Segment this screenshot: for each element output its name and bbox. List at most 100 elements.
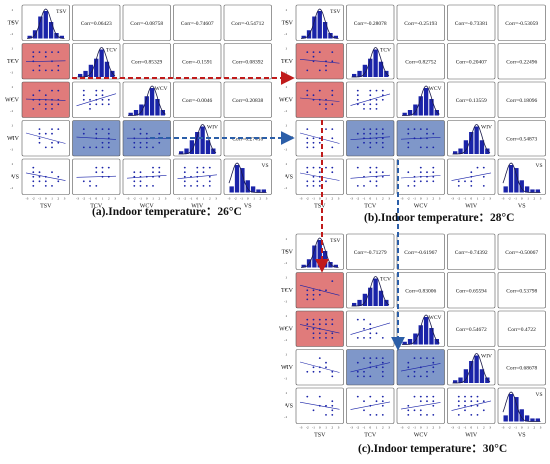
cell-tcv-vs: Corr=0.08392 xyxy=(224,44,272,80)
scatter-point xyxy=(483,176,485,178)
scatter-point xyxy=(414,371,416,373)
scatter-point xyxy=(102,147,104,149)
y-tick-label: 0 xyxy=(285,20,287,24)
histogram-bar xyxy=(235,165,239,193)
scatter-point xyxy=(306,167,308,169)
histogram-bar xyxy=(230,186,234,192)
scatter-point xyxy=(184,185,186,187)
x-tick-label: 2 xyxy=(382,426,384,430)
scatter-point xyxy=(331,400,333,402)
cell-wiv-wcv xyxy=(123,121,171,157)
x-tick-label: 1 xyxy=(477,426,479,430)
scatter-point xyxy=(357,133,359,135)
histogram-bar xyxy=(256,189,260,192)
scatter-point xyxy=(458,180,460,182)
scatter-point xyxy=(319,70,321,72)
scatter-point xyxy=(51,147,53,149)
scatter-point xyxy=(95,133,97,135)
scatter-point xyxy=(57,65,59,67)
scatter-point xyxy=(152,167,154,169)
scatter-point xyxy=(369,133,371,135)
scatter-point xyxy=(83,180,85,182)
scatter-point xyxy=(133,185,135,187)
scatter-point xyxy=(407,185,409,187)
scatter-point xyxy=(407,362,409,364)
scatter-point xyxy=(376,357,378,359)
scatter-point xyxy=(32,176,34,178)
scatter-point xyxy=(464,409,466,411)
y-tick-label: 1 xyxy=(11,8,13,12)
y-tick-label: 0 xyxy=(285,326,287,330)
scatter-point xyxy=(146,185,148,187)
scatter-point xyxy=(39,171,41,173)
scatter-point xyxy=(306,142,308,144)
scatter-point xyxy=(363,185,365,187)
y-tick-label: 1 xyxy=(285,276,287,280)
scatter-point xyxy=(477,400,479,402)
x-tick-label: 2 xyxy=(331,197,333,201)
cell-vs-vs: VS xyxy=(224,159,272,195)
scatter-point xyxy=(420,180,422,182)
y-tick-label: -1 xyxy=(284,338,287,342)
scatter-point xyxy=(414,409,416,411)
cell-tcv-wcv: Corr=0.85329 xyxy=(123,44,171,80)
scatter-point xyxy=(45,108,47,110)
scatter-point xyxy=(313,51,315,53)
histogram-bar xyxy=(44,11,48,39)
scatter-point xyxy=(57,90,59,92)
scatter-point xyxy=(357,396,359,398)
scatter-point xyxy=(83,94,85,96)
scatter-point xyxy=(45,180,47,182)
y-tick-label: 1 xyxy=(11,85,13,89)
x-tick-label: -1 xyxy=(312,197,315,201)
scatter-point xyxy=(376,128,378,130)
histogram-bar xyxy=(504,415,508,421)
scatter-point xyxy=(313,137,315,139)
scatter-point xyxy=(414,376,416,378)
scatter-point xyxy=(313,289,315,291)
x-tick-label: -2 xyxy=(32,197,35,201)
cell-wcv-wiv: Corr=-0.0046 xyxy=(174,82,222,118)
corr-value: Corr=0.20838 xyxy=(232,98,263,104)
scatter-point xyxy=(376,366,378,368)
scatter-point xyxy=(376,332,378,334)
scatter-point xyxy=(32,108,34,110)
cell-vs-wiv xyxy=(448,159,496,195)
scatter-point xyxy=(325,289,327,291)
scatter-point xyxy=(470,414,472,416)
scatter-point xyxy=(306,147,308,149)
scatter-point xyxy=(363,400,365,402)
cell-tcv-tcv: TCV xyxy=(73,44,121,80)
scatter-point xyxy=(432,414,434,416)
corr-value: Corr=-0.74607 xyxy=(181,21,214,27)
scatter-point xyxy=(83,90,85,92)
cell-wcv-vs: Corr=0.18096 xyxy=(498,82,546,118)
x-tick-label: -1 xyxy=(312,426,315,430)
x-tick-label: 0 xyxy=(521,197,523,201)
corr-value: Corr=0.54672 xyxy=(456,327,487,333)
scatter-point xyxy=(470,171,472,173)
x-tick-label: 2 xyxy=(259,197,261,201)
x-tick-label: 1 xyxy=(376,426,378,430)
scatter-point xyxy=(95,128,97,130)
scatter-point xyxy=(464,400,466,402)
scatter-point xyxy=(369,108,371,110)
x-tick-label: -2 xyxy=(457,426,460,430)
scatter-point xyxy=(331,376,333,378)
cell-wcv-tsv xyxy=(296,311,344,347)
col-label-wiv: WIV xyxy=(465,433,478,439)
y-tick-label: -1 xyxy=(284,261,287,265)
scatter-point xyxy=(369,167,371,169)
scatter-point xyxy=(319,319,321,321)
y-tick-label: 1 xyxy=(285,237,287,241)
scatter-point xyxy=(331,94,333,96)
scatter-point xyxy=(152,147,154,149)
scatter-point xyxy=(57,103,59,105)
scatter-point xyxy=(203,171,205,173)
scatter-point xyxy=(432,371,434,373)
y-tick-label: 1 xyxy=(285,353,287,357)
scatter-point xyxy=(209,185,211,187)
scatter-point xyxy=(363,142,365,144)
